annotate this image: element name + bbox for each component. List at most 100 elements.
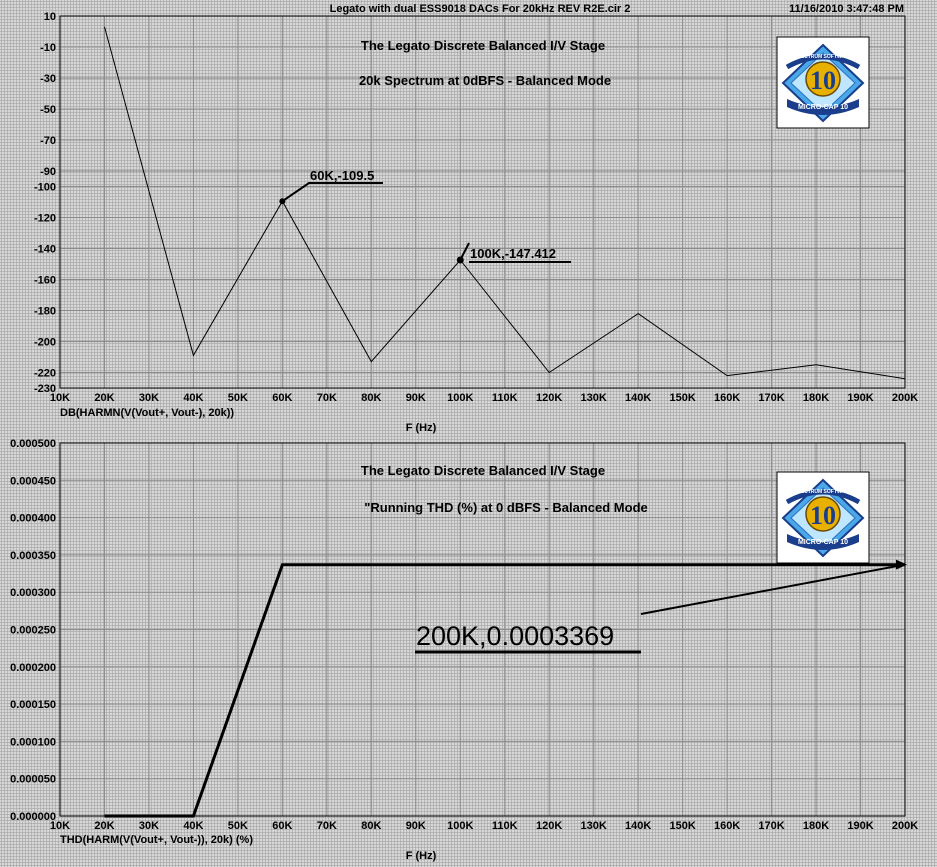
microcap-10-logo: SPECTRUM SOFTWARE 10 MICRO-CAP 10 (776, 36, 870, 129)
spectrum-y-label: DB(HARMN(V(Vout+, Vout-), 20k)) (60, 407, 234, 419)
x-tick-label: 90K (406, 392, 426, 404)
x-tick-label: 80K (361, 392, 381, 404)
thd-title-line-2: "Running THD (%) at 0 dBFS - Balanced Mo… (364, 500, 648, 515)
thd-x-label: F (Hz) (406, 850, 437, 862)
y-tick-label: -160 (34, 275, 56, 287)
x-tick-label: 20K (94, 820, 114, 832)
x-tick-label: 140K (625, 392, 651, 404)
y-tick-label: 0.000050 (10, 774, 56, 786)
annotation-label: 60K,-109.5 (310, 168, 374, 183)
y-tick-label: 0.000500 (10, 438, 56, 450)
y-tick-label: -30 (40, 73, 56, 85)
x-tick-label: 170K (758, 392, 784, 404)
x-tick-label: 10K (50, 820, 70, 832)
y-tick-label: 0.000000 (10, 811, 56, 823)
spectrum-panel: 10K 20K 30K 40K 50K 60K 70K 80K 90K 100K 110K 120K 1… (34, 11, 918, 434)
spectrum-series (104, 26, 906, 380)
x-tick-label: 50K (228, 820, 248, 832)
y-tick-label: 0.000300 (10, 587, 56, 599)
y-tick-label: -140 (34, 244, 56, 256)
logo-medal (805, 496, 841, 532)
logo-top-text: SPECTRUM SOFTWARE (794, 54, 852, 60)
y-tick-label: 10 (44, 11, 56, 23)
x-tick-label: 40K (183, 820, 203, 832)
y-tick-label: -230 (34, 383, 56, 395)
window-title: Legato with dual ESS9018 DACs For 20kHz … (330, 3, 631, 15)
y-tick-label: -120 (34, 213, 56, 225)
microcap-10-logo: SPECTRUM SOFTWARE 10 MICRO-CAP 10 (776, 471, 870, 564)
logo-ribbon-text: MICRO-CAP 10 (798, 539, 848, 546)
x-tick-label: 110K (492, 392, 518, 404)
y-tick-label: -220 (34, 368, 56, 380)
x-tick-label: 70K (317, 820, 337, 832)
plot-frame (59, 442, 906, 817)
y-tick-label: 0.000150 (10, 699, 56, 711)
x-tick-label: 100K (447, 392, 473, 404)
annotation-label: 200K,0.0003369 (416, 621, 614, 651)
y-tick-label: -10 (40, 42, 56, 54)
x-tick-label: 120K (536, 392, 562, 404)
y-tick-label: -70 (40, 135, 56, 147)
x-tick-label: 40K (183, 392, 203, 404)
x-tick-label: 90K (406, 820, 426, 832)
x-tick-label: 50K (228, 392, 248, 404)
annotation-leader (640, 564, 900, 615)
x-tick-label: 190K (847, 820, 873, 832)
y-tick-label: 0.000200 (10, 662, 56, 674)
y-tick-label: 0.000350 (10, 550, 56, 562)
y-tick-label: -180 (34, 306, 56, 318)
logo-top-arc (785, 54, 861, 70)
x-tick-label: 150K (669, 392, 695, 404)
thd-y-label: THD(HARM(V(Vout+, Vout-)), 20k) (%) (60, 834, 253, 846)
x-tick-label: 80K (361, 820, 381, 832)
timestamp: 11/16/2010 3:47:48 PM (789, 3, 904, 15)
x-tick-label: 130K (581, 392, 607, 404)
x-tick-label: 200K (892, 820, 918, 832)
annotation-leader (281, 182, 383, 203)
x-tick-label: 100K (447, 820, 473, 832)
logo-top-text: SPECTRUM SOFTWARE (794, 489, 852, 495)
y-tick-label: 0.000100 (10, 736, 56, 748)
spectrum-title-line-2: 20k Spectrum at 0dBFS - Balanced Mode (359, 73, 611, 88)
annotation-leader (459, 242, 470, 261)
annotation-label: 100K,-147.412 (470, 246, 556, 261)
x-tick-label: 200K (892, 392, 918, 404)
x-tick-label: 160K (714, 820, 740, 832)
logo-ribbon (787, 534, 859, 550)
thd-axes: 10K 20K 30K 40K 50K 60K 70K 80K 90K 100K 110K 120K 1… (10, 438, 918, 832)
logo-ribbon-text: MICRO-CAP 10 (798, 104, 848, 111)
x-tick-label: 110K (492, 820, 518, 832)
x-tick-label: 180K (803, 820, 829, 832)
plot-frame (59, 15, 906, 389)
logo-number: 10 (810, 66, 836, 95)
x-tick-label: 170K (758, 820, 784, 832)
x-tick-label: 130K (581, 820, 607, 832)
spectrum-title-line-1: The Legato Discrete Balanced I/V Stage (361, 38, 605, 53)
arrowhead-icon (896, 559, 907, 570)
y-tick-label: -100 (34, 182, 56, 194)
logo-ribbon (787, 99, 859, 115)
x-tick-label: 60K (272, 392, 292, 404)
x-tick-label: 60K (272, 820, 292, 832)
spectrum-line (104, 26, 906, 380)
y-tick-label: 0.000400 (10, 513, 56, 525)
y-tick-label: 0.000250 (10, 625, 56, 637)
x-tick-label: 150K (669, 820, 695, 832)
x-tick-label: 30K (139, 820, 159, 832)
y-tick-label: -200 (34, 337, 56, 349)
logo-top-arc (785, 489, 861, 505)
thd-title-line-1: The Legato Discrete Balanced I/V Stage (361, 463, 605, 478)
x-tick-label: 30K (139, 392, 159, 404)
x-tick-label: 180K (803, 392, 829, 404)
x-tick-label: 70K (317, 392, 337, 404)
y-tick-label: 0.000450 (10, 475, 56, 487)
x-tick-label: 140K (625, 820, 651, 832)
y-tick-label: -90 (40, 166, 56, 178)
spectrum-axes: 10K 20K 30K 40K 50K 60K 70K 80K 90K 100K 110K 120K 1… (34, 11, 918, 404)
logo-medal (805, 61, 841, 97)
x-tick-label: 190K (847, 392, 873, 404)
spectrum-x-label: F (Hz) (406, 422, 437, 434)
thd-panel: 10K 20K 30K 40K 50K 60K 70K 80K 90K 100K 110K 120K 1… (10, 438, 918, 862)
x-tick-label: 160K (714, 392, 740, 404)
